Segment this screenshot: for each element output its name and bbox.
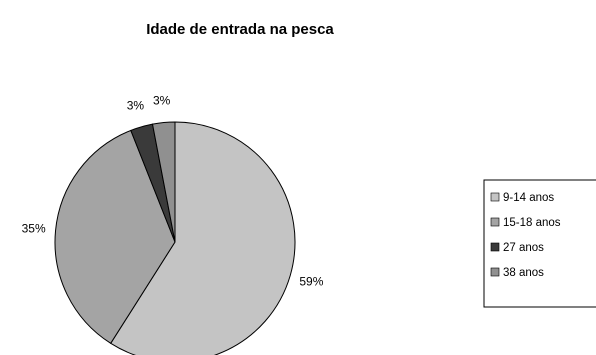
legend-swatch-9-14-anos <box>490 192 500 202</box>
legend-box <box>483 179 596 308</box>
legend-label-15-18-anos: 15-18 anos <box>503 217 561 229</box>
legend-label-27-anos: 27 anos <box>503 242 544 254</box>
slice-label-15-18-anos: 35% <box>22 222 46 236</box>
legend-swatch-38-anos <box>490 267 500 277</box>
legend-swatch-15-18-anos <box>490 217 500 227</box>
legend-label-9-14-anos: 9-14 anos <box>503 192 554 204</box>
slice-label-38-anos: 3% <box>153 94 171 108</box>
legend-swatch-27-anos <box>490 242 500 252</box>
chart-title: Idade de entrada na pesca <box>146 21 334 38</box>
legend: 9-14 anos 15-18 anos 27 anos 38 anos <box>483 179 596 308</box>
slice-label-9-14-anos: 59% <box>299 275 323 289</box>
pie-slices <box>54 121 296 355</box>
legend-label-38-anos: 38 anos <box>503 267 544 279</box>
pie-slice-38-anos <box>151 121 176 243</box>
slice-label-27-anos: 3% <box>127 99 145 113</box>
pie-slice-15-18-anos <box>54 129 176 345</box>
pie-slice-9-14-anos <box>110 121 296 355</box>
slice-labels: 59% 35% 3% 3% <box>22 94 324 289</box>
